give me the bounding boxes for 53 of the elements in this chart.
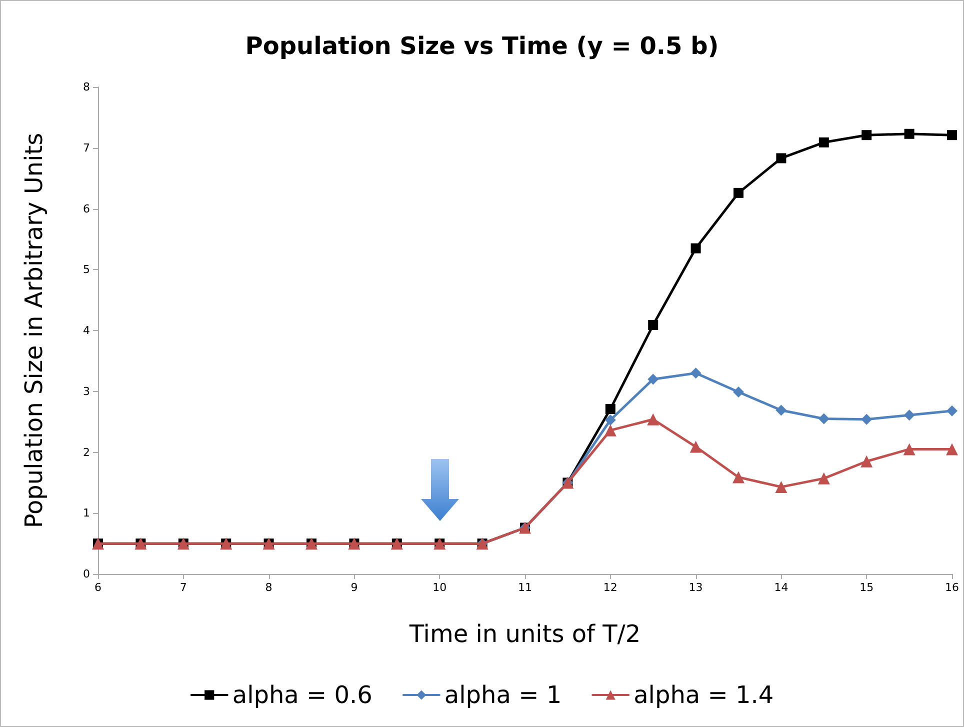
- x-tick-label: 11: [518, 581, 532, 594]
- y-tick-label: 1: [83, 506, 90, 520]
- point: [732, 471, 744, 484]
- point: [903, 443, 916, 456]
- point: [904, 410, 915, 421]
- y-tick-label: 5: [83, 263, 90, 276]
- y-tick-label: 2: [83, 446, 90, 459]
- y-tick-label: 7: [83, 141, 90, 154]
- y-tick-label: 6: [83, 202, 90, 216]
- point: [775, 480, 788, 493]
- x-tick-label: 14: [774, 581, 788, 594]
- y-tick-label: 4: [83, 324, 90, 337]
- point: [776, 404, 787, 416]
- point: [818, 413, 830, 424]
- point: [690, 368, 702, 379]
- y-axis-title: Population Size in Arbitrary Units: [20, 132, 48, 528]
- legend-label: alpha = 1.4: [634, 681, 774, 709]
- point: [946, 443, 958, 456]
- point: [904, 128, 914, 139]
- point: [947, 130, 957, 140]
- y-tick-label: 8: [83, 80, 90, 94]
- point: [861, 414, 872, 425]
- point: [818, 137, 829, 148]
- x-tick-label: 9: [350, 581, 358, 594]
- y-tick-label: 0: [83, 568, 90, 580]
- x-tick-label: 13: [688, 581, 703, 594]
- point: [605, 404, 616, 414]
- x-tick-label: 15: [860, 581, 874, 594]
- legend-label: alpha = 0.6: [232, 681, 372, 709]
- point: [690, 243, 701, 254]
- point: [862, 130, 872, 140]
- x-tick-label: 6: [94, 581, 102, 594]
- x-tick-label: 8: [265, 581, 272, 594]
- y-tick-label: 3: [83, 384, 90, 398]
- x-tick-label: 7: [180, 581, 187, 594]
- x-tick-label: 12: [603, 581, 618, 594]
- point: [604, 414, 616, 426]
- point: [734, 188, 744, 198]
- point: [647, 413, 660, 426]
- x-tick-label: 10: [432, 581, 447, 594]
- point: [776, 153, 786, 164]
- legend-label: alpha = 1: [444, 681, 562, 709]
- chart-title: Population Size vs Time (y = 0.5 b): [245, 32, 719, 60]
- point: [733, 386, 744, 398]
- point: [648, 320, 658, 330]
- x-tick-label: 16: [945, 581, 959, 594]
- point: [818, 472, 830, 484]
- point: [946, 405, 958, 416]
- point: [690, 440, 702, 453]
- point: [604, 424, 616, 436]
- x-axis-title: Time in units of T/2: [408, 620, 641, 648]
- point: [860, 455, 873, 468]
- point: [648, 374, 659, 385]
